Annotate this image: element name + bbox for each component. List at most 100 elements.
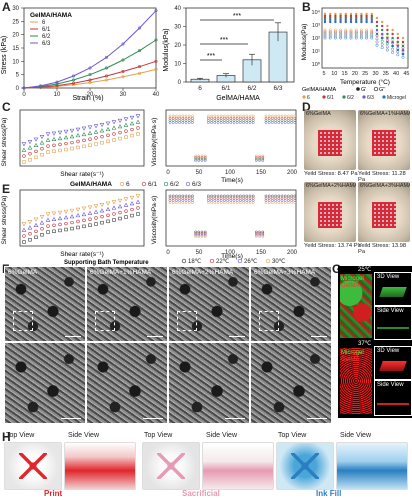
b-gprime-point [396, 44, 399, 48]
visc-point [207, 194, 210, 198]
visc-point [232, 199, 236, 202]
a-series-line [23, 60, 157, 89]
visc-point [178, 196, 181, 200]
ar-ytick-label: 10 [174, 62, 181, 68]
shear-point [93, 204, 99, 209]
visc-point [175, 196, 178, 200]
a-point [121, 42, 125, 46]
visc-point [248, 199, 252, 202]
vessel-pattern [19, 453, 47, 479]
visc-point [184, 194, 188, 198]
a-xlabel: Strain (%) [72, 95, 103, 102]
sem-label: 6%GelMA+1%HAMA [90, 269, 152, 276]
b-gdouble-point [359, 36, 363, 40]
visc-point [229, 116, 233, 120]
visc-point [207, 196, 210, 200]
b-gprime-point [375, 28, 379, 32]
a-ytick-label: 0 [16, 86, 20, 92]
shear-point [51, 131, 57, 136]
a-xtick-label: 40 [153, 92, 160, 98]
shear-point [123, 117, 129, 122]
a-series-line [23, 10, 157, 89]
shear-point [34, 155, 38, 160]
visc-point [290, 201, 293, 204]
visc-point [264, 201, 268, 204]
a-ylabel: Stress (kPa) [1, 36, 8, 75]
visc-point [191, 194, 194, 198]
visc-point [226, 196, 229, 200]
visc-point [216, 116, 220, 120]
visc-point [197, 235, 201, 238]
panel-label-b: B [302, 0, 311, 14]
visc-point [248, 116, 252, 120]
visc-point [242, 201, 245, 204]
shear-point [135, 119, 141, 124]
panel-label-a: A [2, 0, 11, 14]
visc-point [223, 199, 226, 202]
shear-point [130, 207, 134, 212]
visc-point [178, 201, 181, 204]
b-gprime-point [401, 48, 405, 52]
a-ytick-label: 15 [12, 46, 19, 52]
visc-point [283, 196, 287, 200]
sideview-25: Side View [374, 306, 412, 340]
a-point [72, 78, 76, 82]
b-legend-gpp-marker [373, 86, 379, 92]
c-ylabel-right: Viscosity(mPa·s) [151, 118, 158, 167]
visc-point [280, 196, 284, 200]
b-gprime-point [401, 36, 405, 40]
visc-point [261, 232, 265, 235]
printed-lattice [372, 202, 396, 228]
sig-label-3: *** [233, 13, 241, 20]
visc-point [216, 199, 220, 202]
b-gprime-point [344, 18, 347, 22]
c-xlabel-right: Time(s) [221, 177, 243, 184]
b-ytick-label: 10¹ [312, 49, 320, 55]
b-gdouble-point [344, 34, 348, 38]
b-gdouble-point [375, 40, 379, 44]
shear-point [58, 142, 62, 147]
a-xtick-label: 20 [87, 92, 94, 98]
visc-point [258, 230, 261, 234]
b-gdouble-point [339, 34, 343, 38]
b-gdouble-point [391, 44, 395, 48]
visc-point [229, 114, 233, 118]
visc-point [184, 199, 188, 202]
shear-point [39, 215, 45, 220]
visc-point [280, 116, 284, 120]
visc-point [200, 232, 204, 235]
visc-point [264, 114, 268, 118]
visc-point [267, 121, 271, 124]
shear-point [136, 132, 140, 136]
visc-point [235, 119, 239, 122]
visc-point [271, 199, 274, 202]
shear-point [117, 124, 123, 129]
shear-point [94, 222, 98, 226]
e-ylabel-left: Shear stress(Pa) [1, 196, 8, 245]
top-view-label: Top View [144, 432, 173, 439]
b-gprime-point [386, 28, 389, 32]
shear-point [99, 202, 105, 208]
shear-point [33, 142, 39, 148]
visc-point [200, 159, 204, 162]
visc-point [245, 116, 249, 120]
visc-point [290, 196, 293, 200]
visc-point [187, 116, 191, 120]
shear-point [46, 224, 50, 228]
visc-point [264, 121, 268, 124]
b-gdouble-point [354, 32, 358, 36]
visc-point [168, 199, 172, 202]
visc-point [271, 114, 274, 118]
b-legend-label: Microgel [387, 95, 406, 101]
b-gdouble-point [333, 30, 337, 34]
shear-point [106, 213, 110, 218]
shear-point [51, 216, 57, 222]
visc-point [219, 114, 223, 118]
visc-point [261, 156, 265, 159]
b-gdouble-point [380, 46, 384, 50]
shear-point [81, 126, 87, 131]
shear-point [52, 223, 56, 228]
b-gdouble-point [359, 34, 363, 38]
b-gdouble-point [370, 32, 374, 36]
visc-point [258, 156, 261, 159]
